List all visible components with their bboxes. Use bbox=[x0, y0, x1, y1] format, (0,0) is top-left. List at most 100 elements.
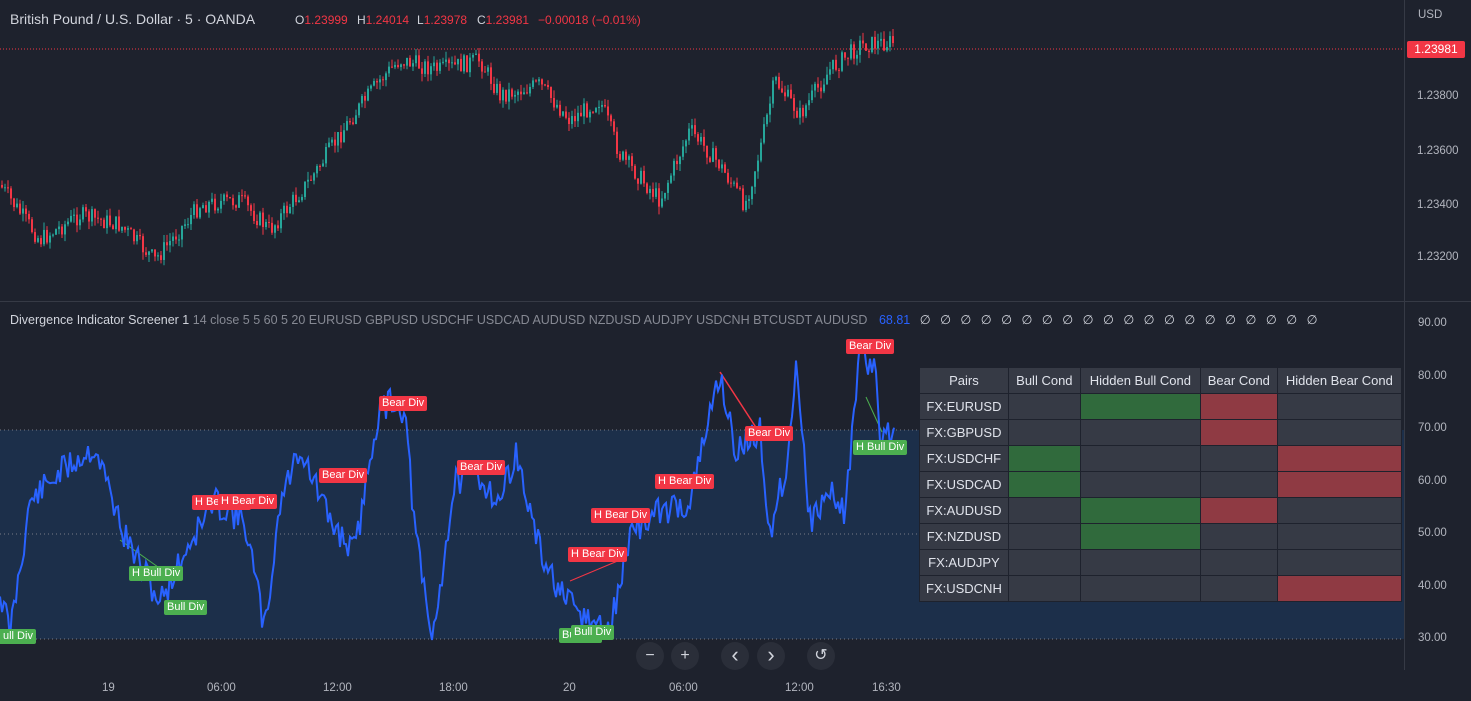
candle-body bbox=[544, 84, 546, 86]
candle-body bbox=[628, 156, 630, 160]
h-bull-div-label: H Bull Div bbox=[129, 566, 184, 581]
candle-body bbox=[874, 36, 876, 49]
candle-body bbox=[496, 83, 498, 93]
candle-body bbox=[538, 79, 540, 82]
candle-body bbox=[475, 53, 477, 55]
candle-body bbox=[355, 115, 357, 125]
candle-body bbox=[886, 47, 888, 51]
candle-body bbox=[250, 205, 252, 211]
currency-label[interactable]: USD bbox=[1418, 9, 1443, 21]
candle-body bbox=[181, 225, 183, 240]
candle-body bbox=[739, 187, 741, 189]
candle-body bbox=[565, 111, 567, 118]
indicator-value: 68.81 bbox=[878, 313, 911, 327]
candle-body bbox=[604, 104, 606, 107]
time-tick: 20 bbox=[563, 682, 576, 694]
condition-cell-none bbox=[1199, 523, 1278, 550]
h-bear-div-label: H Bear Div bbox=[591, 508, 651, 523]
candle-body bbox=[601, 104, 603, 107]
zoom-in-button[interactable]: + bbox=[671, 642, 699, 670]
candlestick-chart[interactable] bbox=[0, 0, 1404, 300]
candle-body bbox=[664, 192, 666, 199]
candle-body bbox=[715, 148, 717, 160]
ohlc-change: −0.00018 (−0.01%) bbox=[538, 13, 641, 27]
candle-body bbox=[373, 81, 375, 86]
candle-body bbox=[802, 107, 804, 117]
price-chart-pane[interactable] bbox=[0, 0, 1404, 300]
price-tick: 1.23200 bbox=[1417, 251, 1459, 263]
candle-body bbox=[871, 36, 873, 53]
candle-body bbox=[403, 64, 405, 66]
candle-body bbox=[553, 98, 555, 108]
candle-body bbox=[265, 221, 267, 228]
candle-body bbox=[781, 88, 783, 93]
pair-name: FX:AUDUSD bbox=[919, 497, 1009, 524]
zoom-out-button[interactable]: − bbox=[636, 642, 664, 670]
symbol-title[interactable]: British Pound / U.S. Dollar · 5 · OANDA bbox=[10, 11, 256, 27]
candle-body bbox=[406, 57, 408, 66]
candle-body bbox=[862, 40, 864, 44]
condition-cell-bear bbox=[1199, 497, 1278, 524]
candle-body bbox=[493, 83, 495, 93]
candle-body bbox=[238, 195, 240, 208]
condition-cell-none bbox=[1276, 549, 1402, 576]
candle-body bbox=[379, 79, 381, 83]
candle-body bbox=[94, 209, 96, 218]
candle-body bbox=[637, 178, 639, 184]
candle-body bbox=[76, 214, 78, 226]
candle-body bbox=[193, 204, 195, 215]
candle-body bbox=[211, 198, 213, 202]
candle-body bbox=[793, 98, 795, 111]
price-axis[interactable] bbox=[1404, 0, 1471, 670]
candle-body bbox=[415, 55, 417, 64]
condition-cell-bull bbox=[1007, 445, 1081, 472]
scroll-right-button[interactable]: › bbox=[757, 642, 785, 670]
candle-body bbox=[223, 194, 225, 201]
candle-body bbox=[763, 124, 765, 143]
table-row: FX:USDCHF bbox=[919, 445, 1402, 472]
candle-body bbox=[826, 74, 828, 85]
candle-body bbox=[700, 136, 702, 142]
scroll-left-button[interactable]: ‹ bbox=[721, 642, 749, 670]
candle-body bbox=[163, 242, 165, 260]
candle-body bbox=[643, 170, 645, 184]
candle-body bbox=[838, 69, 840, 71]
condition-cell-bull bbox=[1079, 393, 1201, 420]
candle-body bbox=[583, 103, 585, 117]
candle-body bbox=[547, 85, 549, 88]
candle-body bbox=[754, 171, 756, 187]
candle-body bbox=[529, 86, 531, 94]
candle-body bbox=[304, 181, 306, 197]
candle-body bbox=[730, 182, 732, 184]
candle-body bbox=[436, 62, 438, 71]
candle-body bbox=[397, 64, 399, 68]
condition-cell-none bbox=[1276, 523, 1402, 550]
candle-body bbox=[487, 67, 489, 72]
candle-body bbox=[217, 208, 219, 211]
indicator-legend[interactable]: Divergence Indicator Screener 1 14 close… bbox=[10, 312, 1320, 327]
candle-body bbox=[466, 55, 468, 73]
candle-body bbox=[295, 194, 297, 203]
candle-body bbox=[52, 234, 54, 236]
candle-body bbox=[310, 179, 312, 181]
candle-body bbox=[46, 229, 48, 243]
candle-body bbox=[412, 63, 414, 67]
candle-body bbox=[418, 55, 420, 69]
candle-body bbox=[511, 89, 513, 97]
candle-body bbox=[442, 61, 444, 63]
candle-body bbox=[136, 234, 138, 242]
reset-chart-button[interactable]: ↺ bbox=[807, 642, 835, 670]
table-header-row: Pairs Bull Cond Hidden Bull Cond Bear Co… bbox=[919, 367, 1402, 394]
candle-body bbox=[364, 96, 366, 101]
candle-body bbox=[334, 139, 336, 146]
candle-body bbox=[307, 179, 309, 182]
candle-body bbox=[772, 80, 774, 104]
candle-body bbox=[313, 173, 315, 181]
h-bear-div-label: H Bear Div bbox=[655, 474, 715, 489]
candle-body bbox=[40, 238, 42, 245]
candle-body bbox=[205, 205, 207, 213]
candle-body bbox=[370, 85, 372, 89]
candle-body bbox=[490, 67, 492, 84]
pane-separator[interactable] bbox=[0, 301, 1471, 302]
table-row: FX:NZDUSD bbox=[919, 523, 1402, 550]
